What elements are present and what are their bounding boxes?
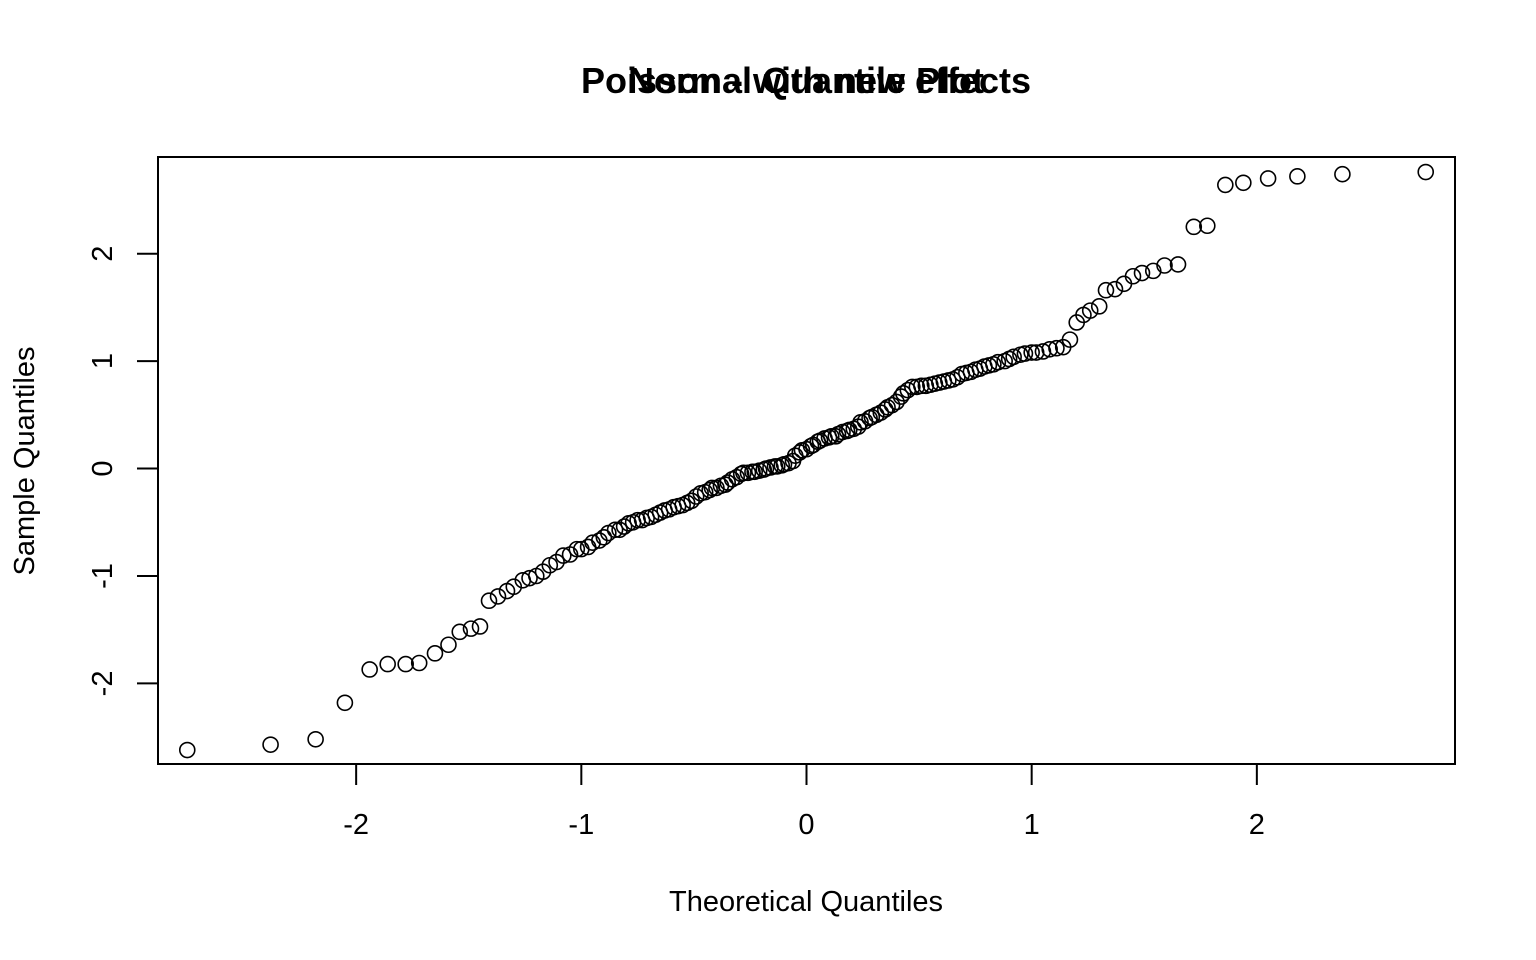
data-point: [595, 529, 613, 546]
data-points: [178, 163, 1435, 759]
data-point: [471, 618, 489, 635]
data-point: [1185, 218, 1203, 236]
data-point: [555, 547, 572, 564]
data-point: [895, 385, 912, 402]
data-point: [687, 488, 705, 505]
data-point: [462, 620, 480, 637]
data-point: [1061, 331, 1079, 348]
data-point: [178, 741, 196, 759]
data-point: [307, 730, 324, 748]
data-point: [521, 569, 538, 587]
data-point: [1097, 281, 1115, 299]
data-point: [1048, 339, 1065, 357]
data-point: [1016, 345, 1034, 362]
data-point: [1023, 344, 1040, 361]
data-point: [883, 396, 901, 414]
data-point: [611, 521, 628, 539]
x-axis: -2 -1 0 1 2: [343, 764, 1265, 841]
x-tick-label: 0: [798, 809, 814, 841]
data-point: [701, 481, 718, 499]
data-point: [397, 655, 414, 673]
x-tick-label: -1: [568, 809, 594, 841]
data-point: [379, 655, 396, 673]
data-point: [735, 464, 752, 482]
data-point: [361, 661, 378, 678]
x-tick-label: -2: [343, 809, 369, 841]
data-point: [1259, 170, 1277, 187]
data-point: [262, 736, 279, 753]
data-point: [1289, 168, 1306, 185]
data-point: [683, 492, 700, 510]
data-point: [1124, 267, 1142, 285]
data-point: [568, 540, 586, 558]
data-point: [426, 645, 444, 662]
data-point: [1156, 257, 1173, 274]
data-point: [1199, 217, 1216, 235]
data-point: [719, 474, 736, 491]
data-point: [451, 623, 469, 641]
data-point: [1115, 275, 1133, 293]
data-point: [1106, 280, 1124, 298]
y-axis: -2 -1 0 1 2: [87, 246, 158, 697]
data-point: [606, 521, 624, 539]
data-point: [1217, 176, 1234, 194]
data-point: [1090, 298, 1108, 315]
data-point: [1334, 165, 1351, 183]
y-tick-label: -2: [87, 671, 119, 697]
data-point: [1235, 174, 1252, 192]
x-tick-label: 1: [1024, 809, 1040, 841]
title-group: Poisson - with new effects Normal Quanti…: [581, 60, 1031, 101]
data-point: [913, 377, 930, 395]
y-tick-label: 0: [87, 460, 119, 476]
data-point: [489, 588, 507, 605]
data-point: [1005, 348, 1022, 366]
y-axis-label: Sample Quantiles: [9, 347, 41, 576]
y-tick-label: 2: [87, 246, 119, 262]
data-point: [615, 518, 633, 535]
data-point: [1417, 163, 1435, 181]
data-point: [822, 428, 840, 445]
data-point: [1133, 264, 1151, 282]
data-point: [1081, 302, 1099, 319]
data-point: [1144, 262, 1162, 280]
chart-title-layer-2: Normal Quantile Plot: [628, 60, 984, 101]
data-point: [440, 636, 457, 654]
data-point: [584, 534, 601, 551]
data-point: [505, 578, 523, 596]
y-tick-label: 1: [87, 353, 119, 369]
data-point: [336, 694, 354, 712]
data-point: [989, 353, 1007, 371]
data-point: [904, 378, 921, 396]
data-point: [1169, 256, 1187, 273]
x-tick-label: 2: [1249, 809, 1265, 841]
data-point: [480, 592, 498, 610]
y-tick-label: -1: [87, 563, 119, 589]
x-axis-label: Theoretical Quantiles: [669, 886, 943, 918]
plot-frame: [157, 156, 1456, 765]
data-point: [410, 654, 428, 672]
chart-title-layer-1: Poisson - with new effects: [581, 60, 1031, 101]
data-point: [1041, 341, 1058, 358]
